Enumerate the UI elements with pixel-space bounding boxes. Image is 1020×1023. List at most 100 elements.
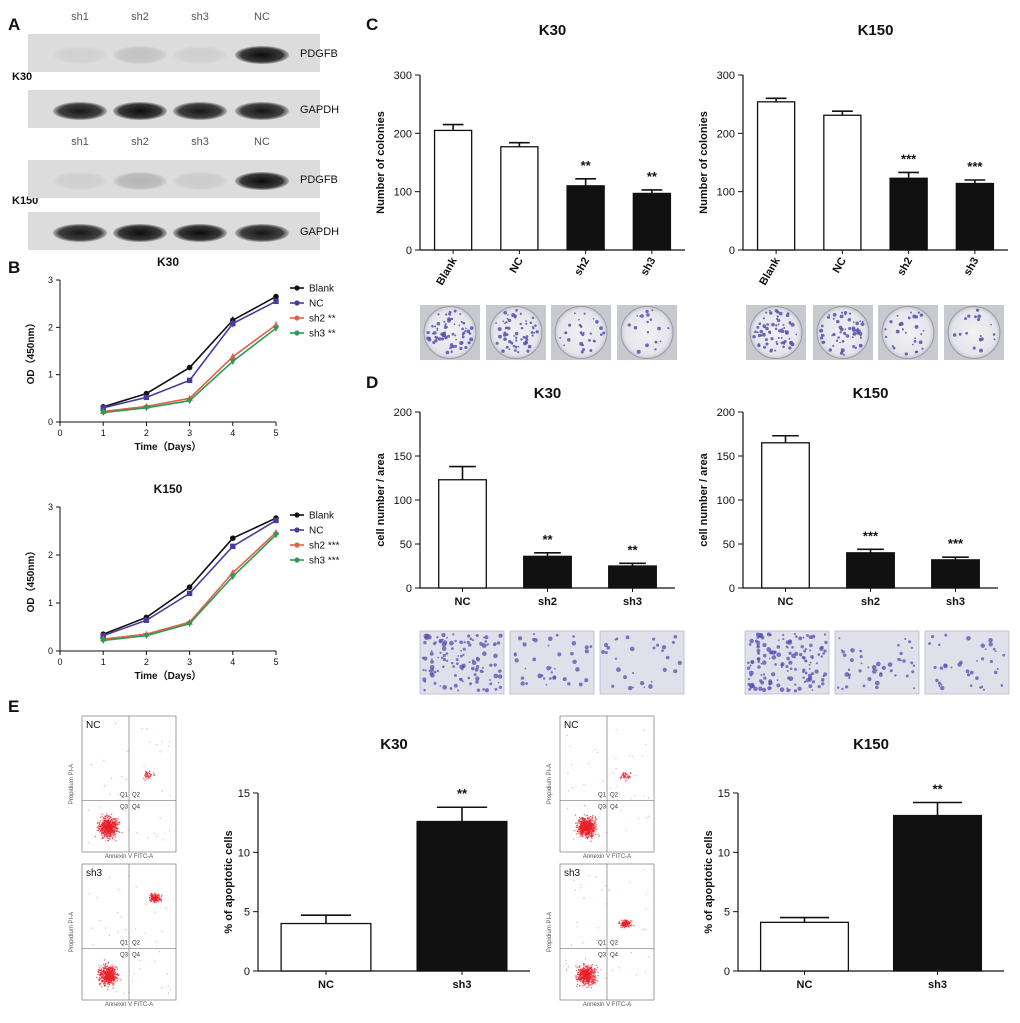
flow-event: [153, 833, 155, 835]
migrated-cell: [604, 650, 608, 655]
lane-label: sh1: [71, 136, 89, 148]
flow-event: [584, 976, 587, 978]
legend-marker: [294, 542, 300, 548]
data-point: [230, 535, 236, 541]
colony: [774, 349, 777, 352]
flow-event: [627, 776, 630, 779]
flow-event: [588, 981, 590, 984]
quadrant-label: Q3: [120, 952, 129, 958]
blot-band: [113, 172, 167, 190]
flow-event: [578, 818, 581, 821]
blot-band: [113, 102, 167, 120]
flow-event: [121, 775, 123, 778]
colony: [519, 322, 522, 326]
migrated-cell: [810, 672, 815, 676]
migrated-cell: [665, 655, 670, 660]
legend-marker: [294, 527, 300, 533]
flow-event: [567, 966, 570, 968]
legend-marker: [294, 512, 300, 518]
flow-event: [100, 827, 103, 830]
colony: [845, 334, 850, 338]
migrated-cell: [482, 688, 485, 691]
y-tick-label: 0: [729, 583, 735, 595]
data-point: [186, 377, 193, 384]
flow-event: [578, 828, 581, 830]
flow-event: [605, 977, 607, 979]
data-point: [99, 637, 107, 644]
flow-event: [590, 966, 593, 969]
colony: [461, 327, 464, 331]
migrated-cell: [572, 659, 577, 665]
flow-event: [589, 976, 592, 979]
migrated-cell: [496, 641, 501, 645]
flow-event: [115, 977, 118, 979]
colony: [840, 348, 845, 353]
colony: [529, 321, 533, 325]
flow-event: [102, 975, 104, 978]
migrated-cell: [756, 643, 760, 647]
flow-event: [127, 991, 130, 993]
colony: [599, 326, 604, 331]
flow-event: [583, 821, 586, 823]
colony: [589, 348, 593, 352]
flow-event: [625, 925, 628, 927]
colony: [853, 321, 855, 323]
flow-event: [575, 825, 578, 827]
flow-event: [645, 893, 647, 895]
migrated-cell: [661, 649, 664, 653]
flow-event: [152, 893, 154, 896]
flow-event: [586, 816, 589, 819]
flow-event: [104, 834, 106, 836]
migrated-cell: [442, 653, 447, 658]
lane-label: sh2: [131, 11, 149, 23]
flow-event: [107, 986, 109, 988]
quadrant-label: Q4: [610, 952, 619, 958]
colony: [952, 333, 957, 337]
flow-event: [579, 980, 582, 983]
flow-event: [597, 751, 599, 754]
migrated-cell: [461, 680, 464, 683]
flow-event: [595, 828, 597, 830]
migrated-cell: [760, 662, 763, 665]
culture-plate: [816, 306, 870, 359]
flow-event: [101, 980, 103, 983]
colony: [758, 322, 762, 326]
migrated-cell: [454, 639, 457, 643]
quadrant-label: Q1: [598, 792, 607, 798]
colony: [841, 340, 845, 343]
flow-event: [629, 920, 632, 922]
migrated-cell: [517, 636, 523, 641]
flow-event: [625, 777, 628, 779]
flow-event: [109, 981, 112, 984]
migrated-cell: [449, 687, 453, 690]
migrated-cell: [754, 639, 758, 643]
colony: [525, 340, 527, 342]
flow-event: [576, 830, 579, 833]
flow-event: [114, 972, 116, 975]
data-point: [99, 410, 107, 417]
flow-event: [565, 963, 567, 965]
lane-label: NC: [254, 11, 270, 23]
flow-event: [591, 964, 594, 966]
flow-event: [645, 929, 647, 931]
bar: [566, 185, 605, 251]
flow-plot-label: NC: [86, 720, 100, 731]
flow-event: [144, 932, 147, 934]
migrated-cell: [993, 670, 998, 675]
significance-label: **: [581, 158, 592, 173]
flow-event: [583, 984, 585, 987]
y-axis-label: OD（450nm）: [24, 318, 37, 385]
flow-event: [605, 885, 607, 887]
flow-event: [590, 840, 592, 842]
flow-event: [114, 974, 116, 976]
flow-event: [583, 972, 585, 975]
colony: [454, 334, 457, 337]
category-label: NC: [778, 596, 794, 608]
flow-event: [116, 979, 119, 982]
migrated-cell: [787, 676, 791, 680]
blot-band: [113, 224, 167, 242]
bar: [759, 921, 850, 972]
